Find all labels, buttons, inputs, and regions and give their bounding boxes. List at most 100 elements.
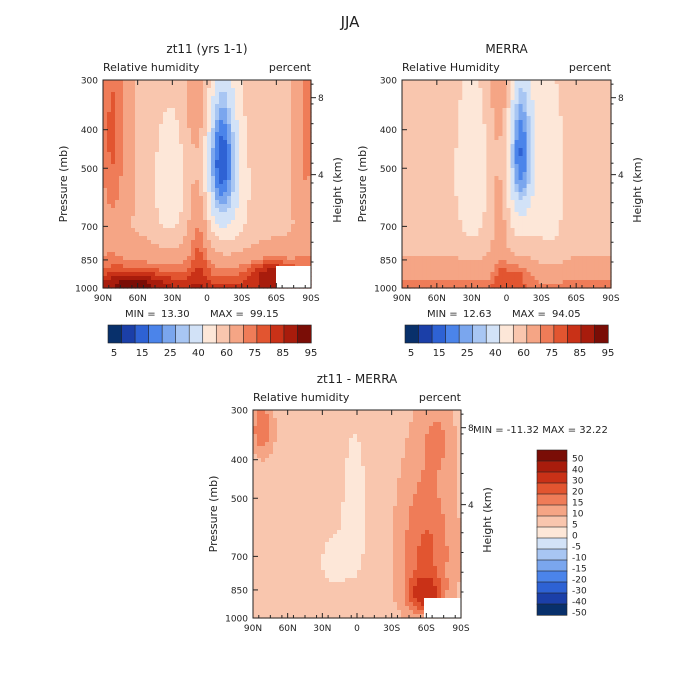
colorbar-box	[536, 592, 568, 605]
y-tick-label: 300	[81, 77, 98, 87]
colorbar-box	[580, 324, 596, 344]
panel-subtitle-left: Relative humidity	[253, 391, 350, 404]
colorbar-label: 5	[408, 348, 414, 359]
x-tick-label: 90N	[244, 624, 262, 634]
panel-subtitle-left: Relative humidity	[103, 61, 200, 74]
x-tick-label: 60N	[129, 294, 147, 304]
x-tick-label: 60S	[568, 294, 585, 304]
colorbar-box	[536, 526, 568, 539]
colorbar-box	[485, 324, 501, 344]
colorbar-box	[134, 324, 150, 344]
panel-subtitle-left: Relative Humidity	[402, 61, 500, 74]
colorbar-box	[256, 324, 271, 344]
colorbar-box	[202, 324, 217, 344]
y-axis-label-right: Height (km)	[631, 157, 644, 223]
colorbar-label: 95	[602, 348, 615, 359]
colorbar-label: 20	[572, 487, 584, 497]
max-value: 94.05	[552, 309, 581, 320]
colorbar-label: 25	[461, 348, 474, 359]
y-axis-label: Pressure (mb)	[356, 146, 369, 223]
x-tick-label: 30N	[163, 294, 181, 304]
max-label: MAX =	[210, 309, 244, 320]
colorbar-box	[161, 324, 177, 344]
colorbar-label: 85	[573, 348, 586, 359]
x-tick-label: 30S	[383, 624, 400, 634]
colorbar-box	[553, 324, 568, 344]
colorbar-label: 0	[572, 531, 578, 541]
panel-title: zt11 - MERRA	[317, 372, 398, 386]
missing-data-mask	[276, 266, 311, 288]
colorbar-box	[175, 324, 190, 344]
y-tick-label: 700	[380, 223, 397, 233]
colorbar-label: 85	[276, 348, 289, 359]
panel-subtitle-right: percent	[569, 61, 612, 74]
min-value: 13.30	[161, 309, 190, 320]
colorbar-box	[536, 504, 568, 517]
colorbar-box	[536, 537, 568, 550]
x-tick-label: 30S	[533, 294, 550, 304]
colorbar-label: -15	[572, 564, 587, 574]
colorbar-box	[404, 324, 420, 344]
y-tick-label: 400	[380, 126, 397, 136]
colorbar-label: 15	[572, 498, 583, 508]
colorbar: 5 15 25 40 60 75 85 95	[404, 324, 615, 359]
colorbar-box	[536, 570, 568, 583]
y-tick-label: 700	[231, 553, 248, 563]
right-tick-label: 4	[618, 171, 624, 181]
right-tick-label: 4	[318, 171, 324, 181]
colorbar-box	[431, 324, 447, 344]
colorbar-box	[536, 559, 568, 572]
y-tick-label: 850	[380, 256, 397, 266]
colorbar-box	[445, 324, 460, 344]
colorbar-box	[472, 324, 487, 344]
colorbar-box	[107, 324, 123, 344]
colorbar-box	[215, 324, 231, 344]
min-label: MIN =	[427, 309, 458, 320]
colorbar-box	[283, 324, 299, 344]
y-tick-label: 700	[81, 223, 98, 233]
colorbar-box	[526, 324, 541, 344]
y-tick-label: 400	[81, 126, 98, 136]
colorbar-box	[536, 460, 568, 473]
x-tick-label: 90N	[94, 294, 112, 304]
contour-field	[103, 80, 312, 289]
colorbar-box	[458, 324, 474, 344]
colorbar-label: -20	[572, 575, 587, 585]
max-value: 99.15	[250, 309, 279, 320]
colorbar-box	[536, 548, 568, 561]
colorbar-box	[536, 603, 568, 616]
right-tick-label: 8	[468, 424, 474, 434]
y-tick-label: 300	[380, 77, 397, 87]
x-tick-label: 90S	[602, 294, 619, 304]
y-tick-label: 300	[231, 407, 248, 417]
colorbar-box	[536, 482, 568, 495]
colorbar-label: -50	[572, 608, 587, 618]
colorbar-label: 30	[572, 476, 584, 486]
y-tick-label: 1000	[75, 285, 98, 295]
x-tick-label: 60S	[268, 294, 285, 304]
colorbar-label: 25	[164, 348, 177, 359]
y-tick-label: 850	[81, 256, 98, 266]
panel-title: MERRA	[485, 42, 528, 56]
colorbar-label: -40	[572, 597, 587, 607]
panel-1: 90N 60N 30N 0 30S 60S 90S 300 400 500 700 850 1000 8 4…	[57, 42, 344, 359]
missing-data-mask	[424, 598, 461, 618]
colorbar-box	[121, 324, 136, 344]
colorbar: 5 15 25 40 60 75 85 95	[107, 324, 317, 359]
colorbar-label: 50	[572, 454, 584, 464]
colorbar-box	[243, 324, 258, 344]
x-tick-label: 90S	[452, 624, 469, 634]
colorbar-label: -10	[572, 553, 587, 563]
contour-field	[253, 410, 462, 619]
x-tick-label: 0	[204, 294, 210, 304]
y-tick-label: 400	[231, 456, 248, 466]
min-max-text: MIN = -11.32 MAX = 32.22	[473, 425, 608, 436]
colorbar-box	[567, 324, 582, 344]
x-tick-label: 0	[354, 624, 360, 634]
y-tick-label: 1000	[225, 615, 248, 625]
y-axis-label-right: Height (km)	[331, 157, 344, 223]
y-tick-label: 500	[231, 495, 248, 505]
colorbar-label: 75	[248, 348, 261, 359]
x-tick-label: 30N	[313, 624, 331, 634]
